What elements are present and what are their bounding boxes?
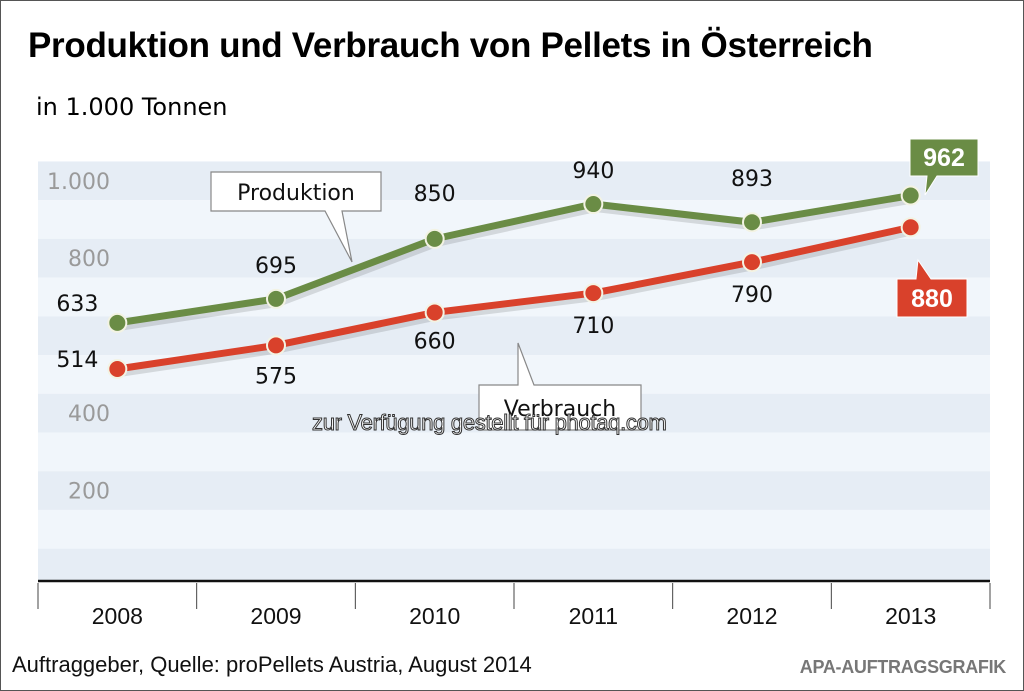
data-label-produktion: 695 — [255, 254, 297, 279]
data-point-verbrauch — [583, 283, 604, 304]
x-tick-label: 2013 — [885, 603, 936, 629]
data-point-verbrauch — [424, 302, 445, 323]
data-label-verbrauch: 660 — [414, 329, 456, 354]
series-line-verbrauch — [113, 223, 915, 373]
chart-subtitle: in 1.000 Tonnen — [36, 93, 228, 121]
credit-label: APA-AUFTRAGSGRAFIK — [799, 657, 1007, 677]
legend-label-produktion: Produktion — [237, 181, 355, 206]
series-points — [107, 185, 921, 379]
grid-band — [38, 161, 990, 201]
watermark: zur Verfügung gestellt für photaq.com — [312, 410, 668, 436]
grid-band — [38, 471, 990, 510]
data-point-verbrauch — [900, 217, 921, 238]
series-shadow-verbrauch — [118, 227, 914, 377]
data-point-produktion — [742, 212, 762, 233]
callout-box-verbrauch — [478, 342, 642, 431]
data-point-produktion — [107, 312, 128, 333]
data-labels: 633 695 850 940 893 514 575 660 710 790 962 880 — [56, 138, 979, 389]
x-tick-label: 2012 — [726, 603, 777, 629]
y-tick-label: 1.000 — [47, 170, 110, 195]
y-tick-label: 400 — [68, 402, 110, 427]
grid-band — [38, 509, 990, 549]
highlight-box-verbrauch — [896, 258, 968, 318]
highlight-box-produktion — [909, 138, 979, 196]
legend-callouts: Produktion Verbrauch — [210, 171, 642, 431]
x-axis: 2008 2009 2010 2011 2012 2013 — [37, 579, 991, 629]
chart-title: Produktion und Verbrauch von Pellets in … — [28, 26, 873, 65]
data-label-verbrauch: 514 — [56, 348, 98, 373]
data-point-produktion — [900, 185, 921, 206]
data-point-verbrauch — [266, 335, 286, 356]
y-axis-ticks: 200 400 800 1.000 — [47, 170, 110, 505]
data-label-produktion: 850 — [414, 182, 456, 207]
data-point-verbrauch — [742, 252, 762, 273]
y-tick-label: 200 — [68, 480, 110, 505]
y-tick-label: 800 — [68, 247, 110, 272]
data-point-produktion — [424, 228, 445, 249]
highlight-label-produktion: 962 — [923, 144, 965, 172]
grid-bands — [38, 161, 990, 581]
x-tick-label: 2010 — [409, 603, 460, 629]
series-line-produktion — [113, 192, 915, 327]
data-label-produktion: 893 — [731, 167, 773, 192]
data-label-verbrauch: 575 — [255, 364, 297, 389]
grid-band — [38, 316, 990, 356]
highlight-label-verbrauch: 880 — [911, 285, 953, 313]
legend-label-verbrauch: Verbrauch — [504, 397, 616, 422]
data-label-verbrauch: 790 — [731, 283, 773, 308]
series-shadow-produktion — [118, 195, 914, 331]
grid-band — [38, 548, 990, 581]
grid-band — [38, 432, 990, 472]
source-note: Auftraggeber, Quelle: proPellets Austria… — [12, 652, 532, 677]
data-label-produktion: 633 — [56, 292, 98, 317]
data-label-verbrauch: 710 — [572, 314, 614, 339]
data-point-produktion — [266, 288, 286, 309]
x-tick-label: 2008 — [92, 603, 143, 629]
data-point-verbrauch — [107, 358, 128, 379]
callout-box-produktion — [210, 171, 382, 263]
data-point-produktion — [583, 194, 604, 215]
data-label-produktion: 940 — [572, 159, 614, 184]
x-tick-label: 2009 — [250, 603, 301, 629]
series-lines — [113, 192, 915, 377]
x-tick-label: 2011 — [569, 603, 618, 629]
